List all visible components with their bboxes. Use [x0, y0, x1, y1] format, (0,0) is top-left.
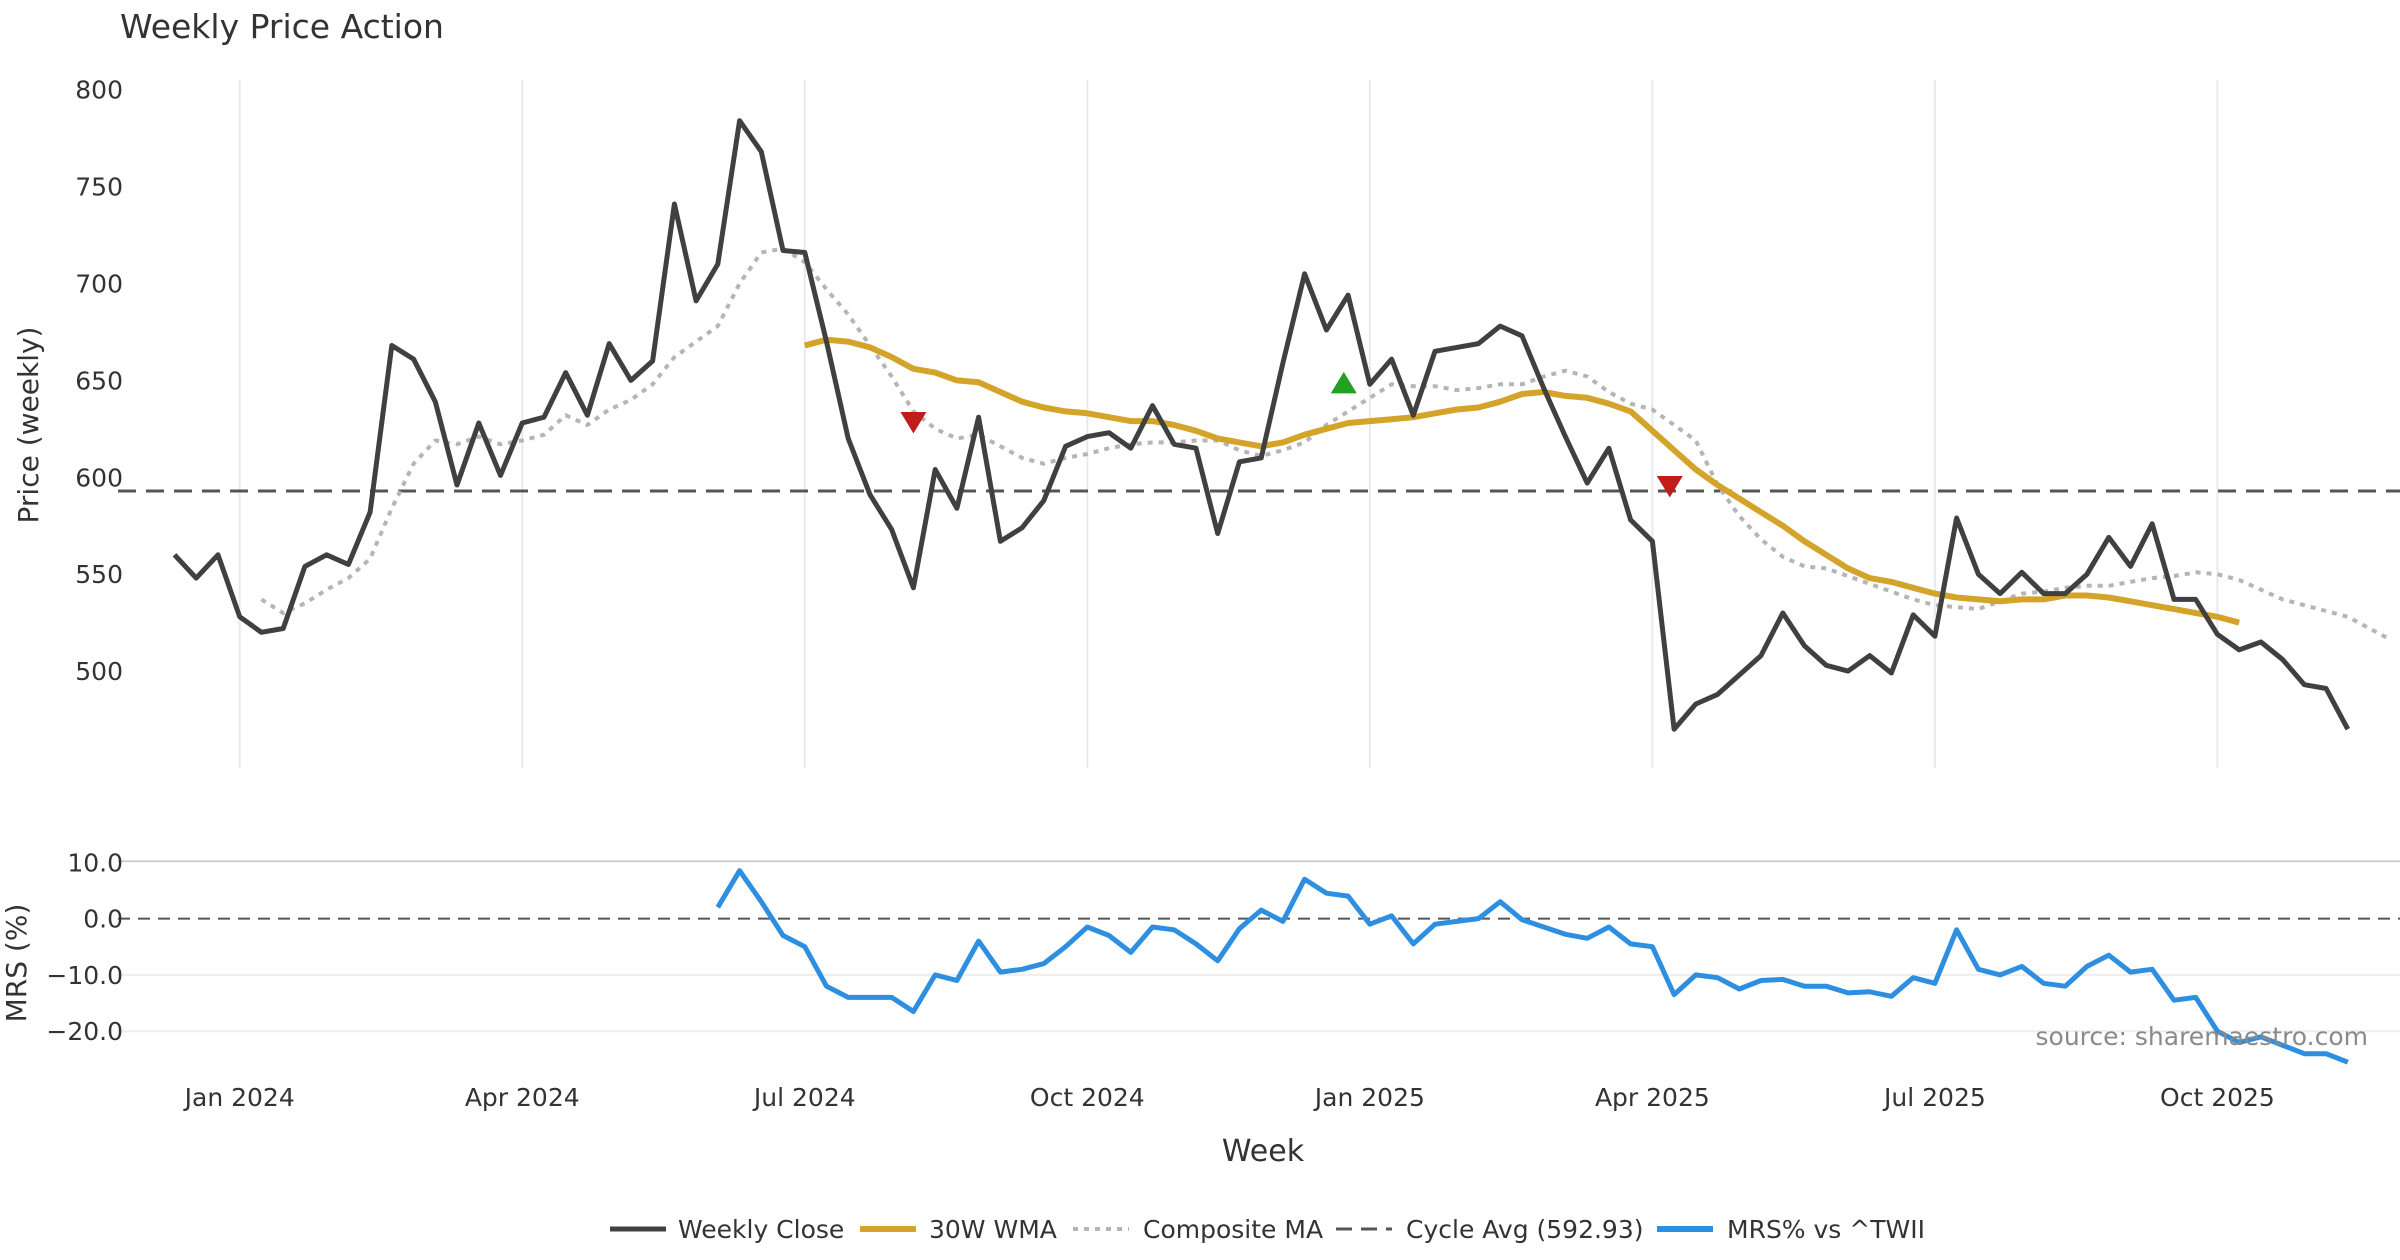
mrs-y-tick-label: −10.0 — [46, 961, 123, 990]
mrs-y-tick-label: 10.0 — [67, 848, 123, 877]
price-y-tick-label: 650 — [75, 366, 123, 395]
sell-signal-marker — [900, 412, 927, 434]
price-y-tick-label: 750 — [75, 173, 123, 202]
x-tick-label: Oct 2025 — [2160, 1083, 2275, 1112]
mrs-series — [715, 868, 2349, 1065]
composite-ma-series — [260, 246, 2393, 642]
legend-label-cycle: Cycle Avg (592.93) — [1406, 1215, 1644, 1244]
weekly-close-series — [172, 118, 2351, 732]
price-y-tick-label: 600 — [75, 463, 123, 492]
mrs-y-tick-label: 0.0 — [83, 905, 123, 934]
signal-markers — [900, 371, 1683, 498]
mrs-grid — [118, 973, 2400, 1033]
y-tick-labels: 800 750 700 650 600 550 500 10.0 0.0 −10.0 −20.0 — [46, 76, 123, 1047]
source-note: source: sharemaestro.com — [2036, 1022, 2369, 1051]
x-tick-label: Jan 2024 — [183, 1083, 295, 1112]
legend-label-mrs: MRS% vs ^TWII — [1727, 1215, 1925, 1244]
mrs-y-tick-label: −20.0 — [46, 1017, 123, 1046]
sell-signal-marker — [1656, 475, 1683, 498]
price-y-tick-label: 500 — [75, 657, 123, 686]
x-tick-labels: Jan 2024 Apr 2024 Jul 2024 Oct 2024 Jan 2025… — [183, 1083, 2275, 1112]
x-axis-label: Week — [1222, 1134, 1305, 1169]
price-ylabel: Price (weekly) — [12, 327, 45, 524]
x-tick-label: Apr 2025 — [1595, 1083, 1710, 1112]
x-tick-label: Oct 2024 — [1030, 1083, 1145, 1112]
legend-label-wma: 30W WMA — [929, 1215, 1057, 1244]
x-tick-label: Jul 2025 — [1882, 1083, 1986, 1112]
buy-signal-marker — [1330, 371, 1357, 394]
price-grid — [238, 80, 2219, 768]
legend-label-composite: Composite MA — [1143, 1215, 1323, 1244]
price-y-tick-label: 700 — [75, 269, 123, 298]
legend: Weekly Close 30W WMA Composite MA Cycle … — [610, 1215, 1925, 1244]
wma-30-series — [804, 336, 2240, 626]
chart-title: Weekly Price Action — [120, 7, 444, 46]
price-y-tick-label: 800 — [75, 76, 123, 105]
x-tick-label: Apr 2024 — [465, 1083, 580, 1112]
x-tick-label: Jan 2025 — [1313, 1083, 1425, 1112]
price-y-tick-label: 550 — [75, 560, 123, 589]
legend-label-weekly-close: Weekly Close — [678, 1215, 844, 1244]
x-tick-label: Jul 2024 — [752, 1083, 856, 1112]
mrs-ylabel: MRS (%) — [0, 904, 33, 1023]
